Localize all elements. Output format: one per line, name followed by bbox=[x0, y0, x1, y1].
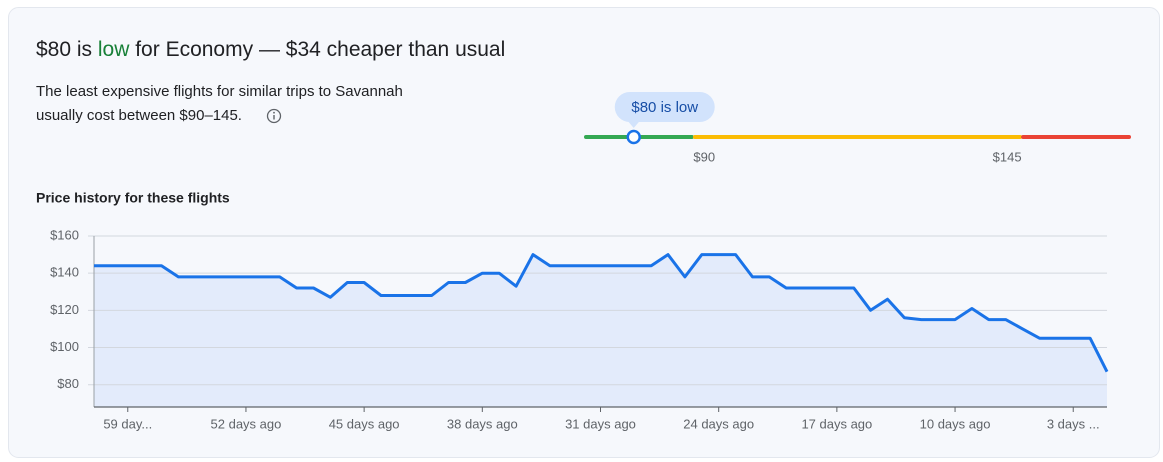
title: $80 is low for Economy — $34 cheaper tha… bbox=[36, 38, 505, 61]
x-tick-label: 24 days ago bbox=[683, 416, 754, 431]
info-icon[interactable] bbox=[266, 108, 282, 124]
chart-title: Price history for these flights bbox=[36, 190, 230, 206]
range-high-label: $145 bbox=[993, 149, 1022, 164]
badge-background bbox=[614, 92, 715, 122]
badge-pointer bbox=[627, 121, 640, 128]
x-tick-label: 45 days ago bbox=[329, 416, 400, 431]
range-low-label: $90 bbox=[693, 149, 715, 164]
x-tick-label: 10 days ago bbox=[920, 416, 991, 431]
current-price-marker bbox=[626, 129, 641, 145]
x-tick-label: 17 days ago bbox=[801, 416, 872, 431]
info-icon-circle bbox=[266, 108, 282, 124]
title-suffix: for Economy — $34 cheaper than usual bbox=[129, 38, 505, 61]
description-line: The least expensive flights for similar … bbox=[36, 83, 403, 100]
y-tick-label: $160 bbox=[50, 227, 79, 242]
y-tick-label: $120 bbox=[50, 302, 79, 317]
price-line bbox=[94, 253, 1109, 373]
x-tick-label: 31 days ago bbox=[565, 416, 636, 431]
title-highlight: low bbox=[98, 38, 130, 61]
y-tick-label: $140 bbox=[50, 265, 79, 280]
price-area bbox=[94, 254, 1107, 407]
y-tick-label: $100 bbox=[50, 339, 79, 354]
x-tick-label: 59 day... bbox=[103, 416, 152, 431]
x-tick-label: 52 days ago bbox=[211, 416, 282, 431]
badge-label: $80 is low bbox=[631, 99, 698, 116]
info-icon-dot bbox=[273, 111, 275, 114]
y-tick-label: $80 bbox=[57, 376, 79, 391]
x-tick-label: 3 days ... bbox=[1047, 416, 1100, 431]
description-line: usually cost between $90–145. bbox=[36, 107, 242, 124]
x-tick-label: 38 days ago bbox=[447, 416, 518, 431]
title-prefix: $80 is bbox=[36, 38, 98, 61]
